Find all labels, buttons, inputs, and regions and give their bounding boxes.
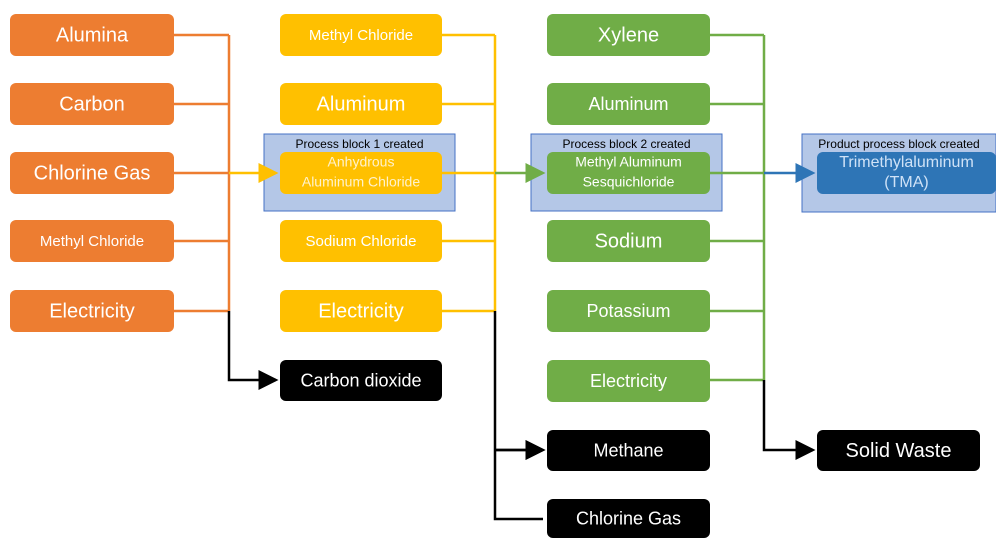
arrow [762,380,816,460]
block-label: Trimethylaluminum [839,154,974,171]
node-box [280,14,442,56]
block-caption: Product process block created [818,137,979,151]
node-box [10,14,174,56]
node-label: Electricity [318,300,404,322]
node-box [10,83,174,125]
node-label: Methyl Chloride [309,27,413,44]
node-box [547,360,710,402]
block-label: Methyl Aluminum [575,154,682,170]
node-box [547,14,710,56]
node-label: Xylene [598,24,659,46]
node-box [547,220,710,262]
node-box [10,220,174,262]
node-box [280,220,442,262]
connectors-3 [710,33,766,382]
node-label: Electricity [49,300,135,322]
node-label: Aluminum [317,93,406,115]
node-label: Alumina [56,24,129,46]
block-caption: Process block 2 created [562,137,690,151]
block-label: (TMA) [884,174,928,191]
node-label: Solid Waste [846,440,952,462]
node-box [547,83,710,125]
node-box [10,290,174,332]
node-label: Carbon dioxide [300,370,421,390]
block-label: Aluminum Chloride [302,174,420,190]
node-label: Electricity [590,371,667,391]
connectors-2 [442,33,497,313]
node-label: Sodium Chloride [306,233,417,250]
node-box [547,430,710,471]
block-inner [547,152,710,194]
block-inner [280,152,442,194]
connectors-1 [174,33,231,313]
node-box [280,290,442,332]
arrow [493,311,543,521]
node-box [280,83,442,125]
node-label: Chlorine Gas [576,508,681,528]
node-label: Potassium [586,301,670,321]
node-label: Chlorine Gas [34,162,151,184]
node-label: Methane [593,440,663,460]
block-caption: Process block 1 created [295,137,423,151]
node-label: Carbon [59,93,125,115]
node-label: Sodium [595,230,663,252]
node-box [10,152,174,194]
block-inner [817,152,996,194]
node-box [280,360,442,401]
node-label: Methyl Chloride [40,233,144,250]
block-label: Sesquichloride [583,174,675,190]
block-label: Anhydrous [328,154,395,170]
node-label: Aluminum [588,94,668,114]
node-box [547,499,710,538]
arrow [227,311,279,390]
node-box [817,430,980,471]
node-box [547,290,710,332]
